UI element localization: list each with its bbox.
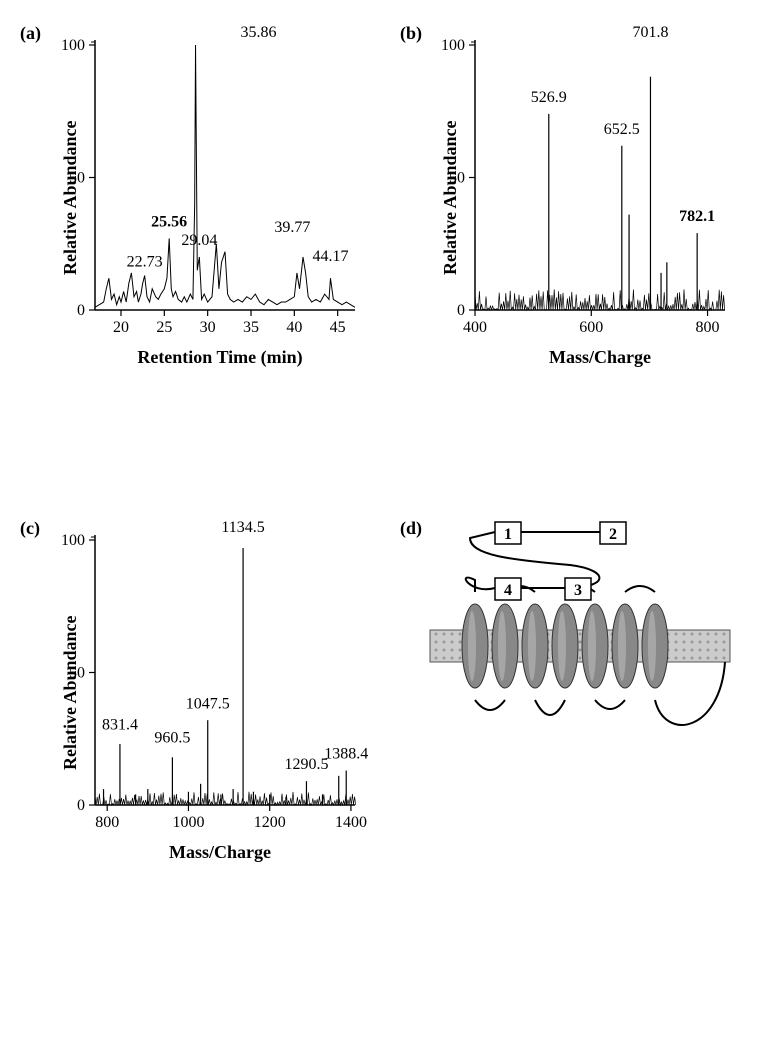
svg-text:400: 400 bbox=[463, 319, 487, 336]
svg-text:45: 45 bbox=[330, 319, 346, 336]
svg-text:1388.4: 1388.4 bbox=[324, 746, 368, 763]
panel-b-xlabel: Mass/Charge bbox=[520, 347, 680, 368]
svg-text:25: 25 bbox=[156, 319, 172, 336]
panel-b: (b) 050100400600800526.9652.5701.8782.1 … bbox=[400, 15, 740, 385]
svg-text:600: 600 bbox=[579, 319, 603, 336]
svg-text:35: 35 bbox=[243, 319, 259, 336]
panel-a-ylabel: Relative Abundance bbox=[60, 120, 81, 275]
svg-text:782.1: 782.1 bbox=[679, 208, 715, 225]
svg-text:960.5: 960.5 bbox=[154, 730, 190, 747]
svg-text:800: 800 bbox=[696, 319, 720, 336]
svg-text:1400: 1400 bbox=[335, 814, 367, 831]
svg-text:701.8: 701.8 bbox=[632, 24, 668, 41]
panel-c: (c) 050100800100012001400831.4960.51047.… bbox=[20, 510, 370, 880]
svg-text:40: 40 bbox=[286, 319, 302, 336]
svg-text:100: 100 bbox=[61, 532, 85, 549]
svg-text:1290.5: 1290.5 bbox=[284, 756, 328, 773]
panel-c-ylabel: Relative Abundance bbox=[60, 615, 81, 770]
svg-text:1047.5: 1047.5 bbox=[186, 695, 230, 712]
panel-a: (a) 05010020253035404522.7325.5629.0435.… bbox=[20, 15, 370, 385]
svg-text:44.17: 44.17 bbox=[312, 248, 348, 265]
svg-text:1200: 1200 bbox=[254, 814, 286, 831]
panel-a-xlabel: Retention Time (min) bbox=[120, 347, 320, 368]
svg-text:2: 2 bbox=[609, 526, 617, 543]
svg-text:39.77: 39.77 bbox=[274, 219, 310, 236]
svg-text:22.73: 22.73 bbox=[127, 253, 163, 270]
svg-text:1134.5: 1134.5 bbox=[221, 519, 264, 536]
svg-text:3: 3 bbox=[574, 582, 582, 599]
svg-text:29.04: 29.04 bbox=[181, 232, 217, 249]
svg-text:1: 1 bbox=[504, 526, 512, 543]
svg-text:526.9: 526.9 bbox=[531, 89, 567, 106]
svg-text:35.86: 35.86 bbox=[240, 24, 276, 41]
svg-text:0: 0 bbox=[457, 302, 465, 319]
svg-text:4: 4 bbox=[504, 582, 512, 599]
svg-text:0: 0 bbox=[77, 797, 85, 814]
svg-text:831.4: 831.4 bbox=[102, 716, 138, 733]
svg-text:0: 0 bbox=[77, 302, 85, 319]
panel-d: (d) 1234 bbox=[400, 510, 740, 750]
svg-text:20: 20 bbox=[113, 319, 129, 336]
panel-d-diagram: 1 2 3 4 bbox=[400, 510, 740, 750]
svg-text:100: 100 bbox=[441, 37, 465, 54]
svg-text:652.5: 652.5 bbox=[604, 121, 640, 138]
svg-text:25.56: 25.56 bbox=[151, 214, 187, 231]
panel-c-xlabel: Mass/Charge bbox=[140, 842, 300, 863]
svg-text:800: 800 bbox=[95, 814, 119, 831]
svg-text:100: 100 bbox=[61, 37, 85, 54]
svg-text:1000: 1000 bbox=[172, 814, 204, 831]
panel-b-ylabel: Relative Abundance bbox=[440, 120, 461, 275]
svg-text:30: 30 bbox=[200, 319, 216, 336]
